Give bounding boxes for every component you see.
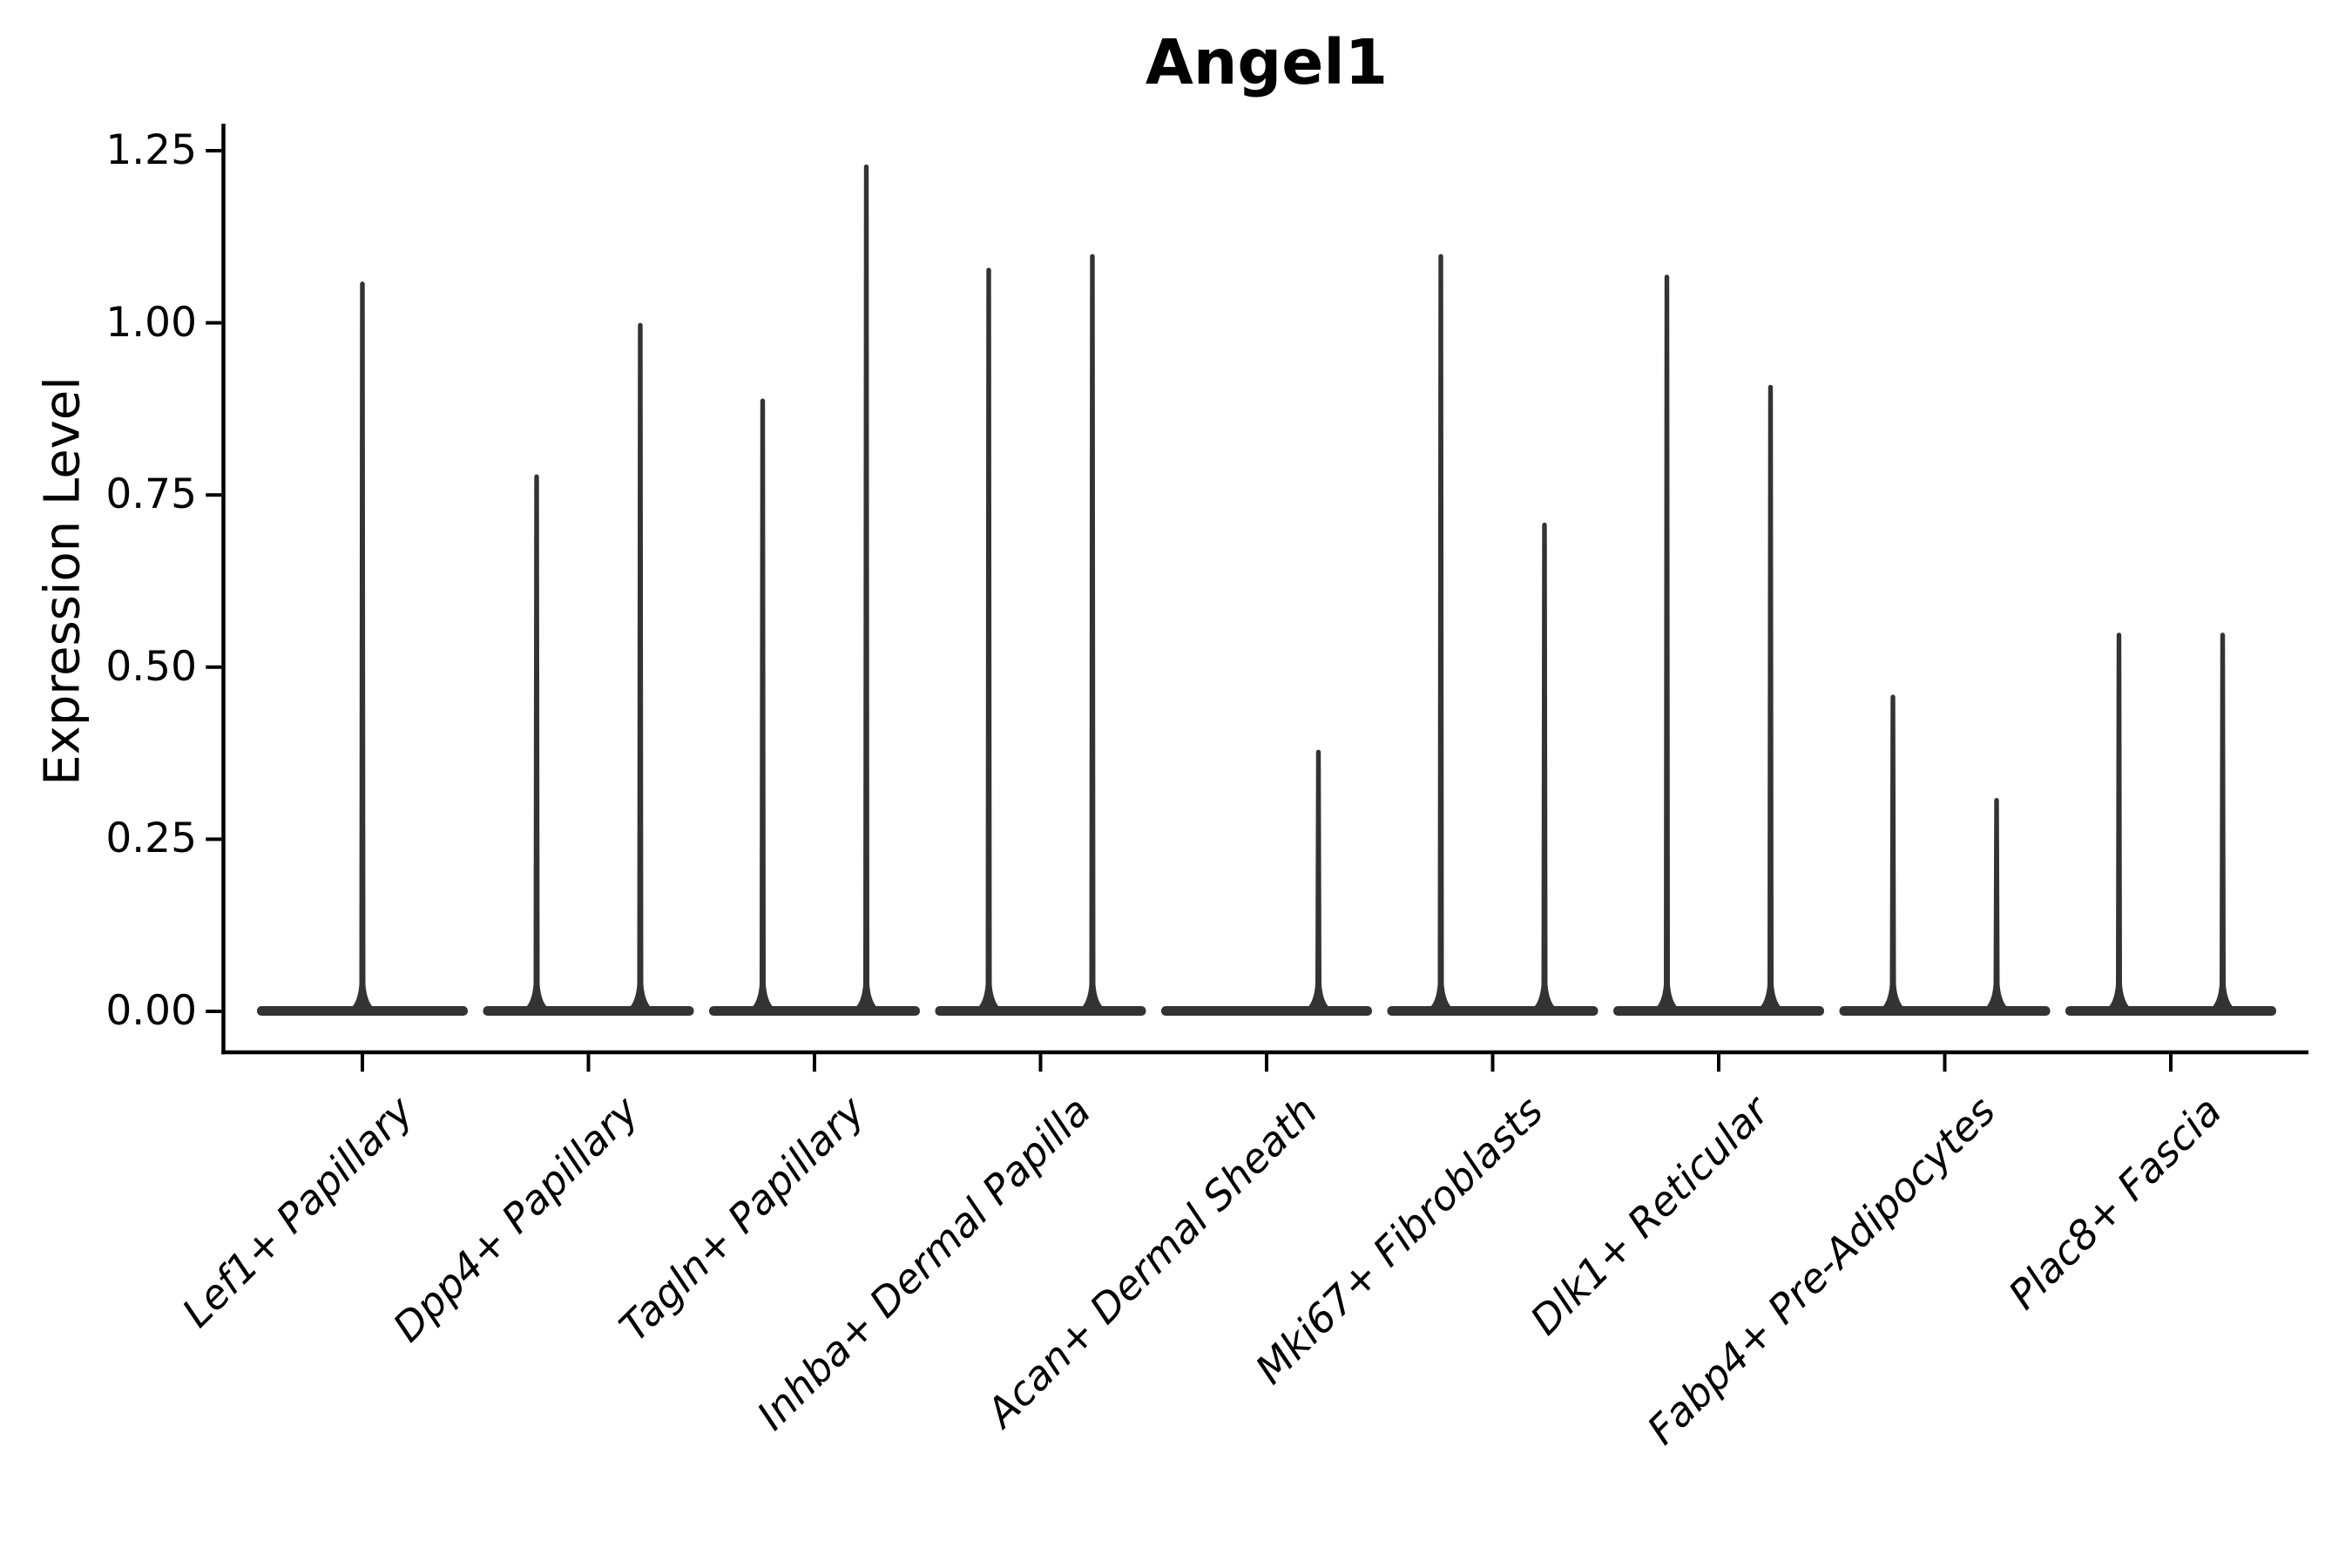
violin-needle	[1080, 253, 1105, 1010]
x-tick-mark	[813, 1052, 816, 1072]
x-tick-mark	[2169, 1052, 2173, 1072]
violin-needle	[1984, 797, 2009, 1009]
y-tick-mark	[206, 1010, 222, 1013]
violin-needle	[1881, 694, 1905, 1009]
violin-base	[1387, 1006, 1598, 1016]
y-tick-label: 0.75	[105, 470, 197, 519]
violin-base	[483, 1006, 694, 1016]
violin-needle	[628, 322, 652, 1009]
x-tick-mark	[361, 1052, 364, 1072]
chart-title: Angel1	[1145, 26, 1389, 98]
y-tick-mark	[206, 321, 222, 325]
violin-needle	[1429, 253, 1453, 1010]
y-tick-mark	[206, 149, 222, 152]
y-tick-label: 0.50	[105, 642, 197, 691]
violin-needle	[977, 267, 1001, 1009]
y-tick-label: 1.25	[105, 126, 197, 174]
y-axis-label: Expression Level	[34, 376, 91, 786]
violin-base	[1839, 1006, 2051, 1016]
violin-base	[1613, 1006, 1824, 1016]
x-tick-mark	[1717, 1052, 1720, 1072]
violin-needle	[524, 474, 549, 1009]
violin-base	[935, 1006, 1146, 1016]
violin-base	[1161, 1006, 1372, 1016]
violin-needle	[2106, 632, 2132, 1009]
violin-needle	[750, 398, 775, 1010]
violin-needle	[1758, 384, 1783, 1010]
x-tick-mark	[1490, 1052, 1495, 1072]
violin-base	[2065, 1006, 2276, 1016]
y-tick-label: 0.25	[105, 814, 197, 863]
violin-needle	[2210, 632, 2235, 1009]
y-tick-label: 1.00	[105, 298, 197, 347]
x-axis-spine	[221, 1050, 2308, 1055]
violin-needle	[350, 281, 375, 1009]
violin-needle	[854, 164, 879, 1009]
x-tick-mark	[1265, 1052, 1268, 1072]
y-tick-label: 0.00	[105, 987, 197, 1035]
violin-needle	[1306, 749, 1331, 1009]
y-axis-spine	[221, 124, 226, 1055]
violin-needle	[1532, 522, 1557, 1009]
violin-base	[257, 1006, 468, 1016]
y-tick-mark	[206, 493, 222, 497]
violin-needle	[1654, 274, 1680, 1009]
x-tick-mark	[1038, 1052, 1043, 1072]
y-tick-mark	[206, 837, 222, 841]
x-tick-mark	[586, 1052, 591, 1072]
y-tick-mark	[206, 665, 222, 669]
x-tick-mark	[1943, 1052, 1947, 1072]
violin-base	[709, 1006, 920, 1016]
